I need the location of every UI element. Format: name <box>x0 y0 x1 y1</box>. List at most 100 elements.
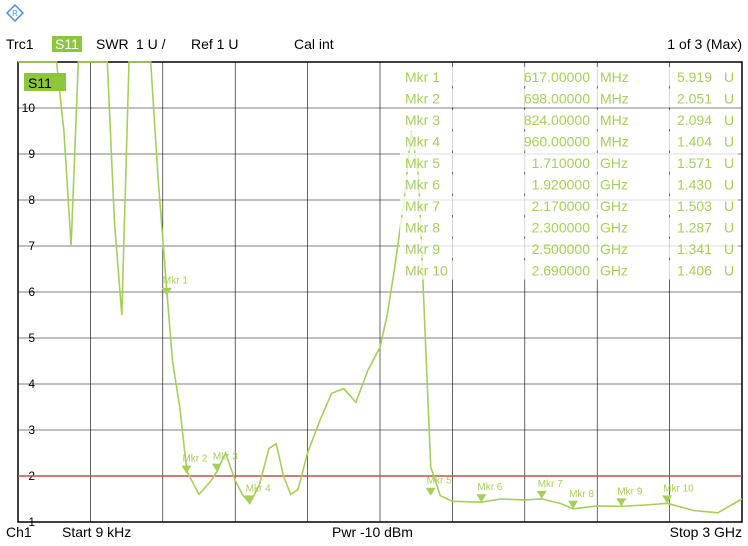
page-indicator: 1 of 3 (Max) <box>667 36 742 52</box>
marker-table: Mkr 1 617.00000 MHz 5.919 U Mkr 2 698.00000 MHz… <box>400 67 738 280</box>
marker-row-vunit: U <box>724 69 734 85</box>
marker-row-value: 1.430 <box>677 177 712 193</box>
marker-row-freq: 960.00000 <box>524 134 590 150</box>
marker-row-freq: 1.710000 <box>532 155 591 171</box>
marker-row-freq: 2.300000 <box>532 220 591 236</box>
marker-row-vunit: U <box>724 155 734 171</box>
marker-row-bg <box>400 131 738 151</box>
marker-label: Mkr 2 <box>182 454 207 465</box>
marker-row-value: 1.341 <box>677 241 712 257</box>
y-tick-label: 9 <box>28 147 35 161</box>
trace-format[interactable]: SWR <box>96 36 129 52</box>
marker-row-vunit: U <box>724 134 734 150</box>
marker-row-vunit: U <box>724 241 734 257</box>
marker-row-unit: MHz <box>600 69 629 85</box>
marker-row-name: Mkr 9 <box>405 241 440 257</box>
marker-label: Mkr 5 <box>427 476 452 487</box>
marker-row-bg <box>400 88 738 108</box>
marker-row-bg <box>400 217 738 237</box>
rohde-schwarz-logo-icon: R <box>6 4 24 22</box>
marker-row-unit: GHz <box>600 220 628 236</box>
marker-row-name: Mkr 8 <box>405 220 440 236</box>
marker-row-unit: GHz <box>600 155 628 171</box>
marker-row-unit: GHz <box>600 177 628 193</box>
marker-row-bg <box>400 239 738 258</box>
marker-label: Mkr 10 <box>663 483 694 494</box>
trace-label-box <box>24 73 66 91</box>
marker-row-value: 1.571 <box>677 155 712 171</box>
marker-row-bg <box>400 260 738 280</box>
marker-row-value: 5.919 <box>677 69 712 85</box>
marker-row-name: Mkr 4 <box>405 134 440 150</box>
marker-label: Mkr 6 <box>477 482 502 493</box>
trace-header: Trc1 S11 SWR 1 U / Ref 1 U Cal int 1 of … <box>6 36 742 56</box>
marker-row-freq: 824.00000 <box>524 112 590 128</box>
marker-row-freq: 1.920000 <box>532 177 591 193</box>
marker-row-bg <box>400 110 738 129</box>
marker-label: Mkr 3 <box>213 452 238 463</box>
marker-row-unit: GHz <box>600 241 628 257</box>
y-tick-label: 3 <box>28 423 35 437</box>
marker-row-bg <box>400 174 738 194</box>
marker-row-freq: 698.00000 <box>524 91 590 107</box>
marker-label: Mkr 8 <box>569 489 594 500</box>
marker-row-bg <box>400 153 738 172</box>
marker-triangle <box>536 490 547 499</box>
marker-label: Mkr 7 <box>538 479 563 490</box>
marker-row-vunit: U <box>724 91 734 107</box>
marker-row-vunit: U <box>724 263 734 279</box>
marker-row-name: Mkr 3 <box>405 112 440 128</box>
marker-triangle <box>161 287 172 296</box>
cal-status: Cal int <box>294 36 334 52</box>
marker-triangle <box>662 495 673 504</box>
s11-trace <box>18 61 743 514</box>
stop-frequency[interactable]: Stop 3 GHz <box>669 524 742 540</box>
marker-row-bg <box>400 67 738 86</box>
y-tick-label: 7 <box>28 239 35 253</box>
marker-triangle <box>211 463 222 472</box>
trace-scale[interactable]: 1 U / <box>136 36 166 52</box>
marker-row-value: 1.287 <box>677 220 712 236</box>
marker-symbols: Mkr 1 Mkr 2 Mkr 3 Mkr 4 Mkr 5 Mkr 6 Mkr 7 Mkr 8… <box>161 276 694 509</box>
marker-row-name: Mkr 5 <box>405 155 440 171</box>
marker-row-name: Mkr 2 <box>405 91 440 107</box>
marker-row-name: Mkr 1 <box>405 69 440 85</box>
marker-row-freq: 2.500000 <box>532 241 591 257</box>
marker-triangle <box>181 465 192 474</box>
marker-row-value: 2.094 <box>677 112 712 128</box>
marker-row-name: Mkr 10 <box>405 263 448 279</box>
marker-row-vunit: U <box>724 220 734 236</box>
marker-row-unit: MHz <box>600 91 629 107</box>
y-tick-label: 1 <box>28 515 35 529</box>
marker-label: Mkr 1 <box>163 276 188 287</box>
marker-label: Mkr 4 <box>246 483 271 494</box>
channel-label: Ch1 <box>6 524 32 540</box>
svg-text:R: R <box>12 9 18 18</box>
marker-row-freq: 2.170000 <box>532 198 591 214</box>
marker-label: Mkr 9 <box>617 486 642 497</box>
marker-row-value: 1.404 <box>677 134 712 150</box>
marker-row-value: 1.503 <box>677 198 712 214</box>
y-tick-label: 10 <box>22 101 36 115</box>
marker-row-unit: MHz <box>600 112 629 128</box>
marker-row-name: Mkr 7 <box>405 198 440 214</box>
marker-row-value: 1.406 <box>677 263 712 279</box>
power-level[interactable]: Pwr -10 dBm <box>332 524 413 540</box>
marker-row-freq: 617.00000 <box>524 69 590 85</box>
trace-name[interactable]: Trc1 <box>6 36 34 52</box>
channel-footer: Ch1 Start 9 kHz Pwr -10 dBm Stop 3 GHz <box>6 524 742 544</box>
y-tick-label: 4 <box>28 377 35 391</box>
marker-row-vunit: U <box>724 198 734 214</box>
marker-row-name: Mkr 6 <box>405 177 440 193</box>
marker-triangle <box>616 498 627 507</box>
marker-row-unit: MHz <box>600 134 629 150</box>
marker-row-unit: GHz <box>600 263 628 279</box>
y-tick-label: 5 <box>28 331 35 345</box>
marker-row-vunit: U <box>724 112 734 128</box>
start-frequency[interactable]: Start 9 kHz <box>62 524 132 540</box>
trace-param-badge[interactable]: S11 <box>52 36 82 52</box>
trace-ref[interactable]: Ref 1 U <box>191 36 239 52</box>
marker-row-bg <box>400 196 738 215</box>
